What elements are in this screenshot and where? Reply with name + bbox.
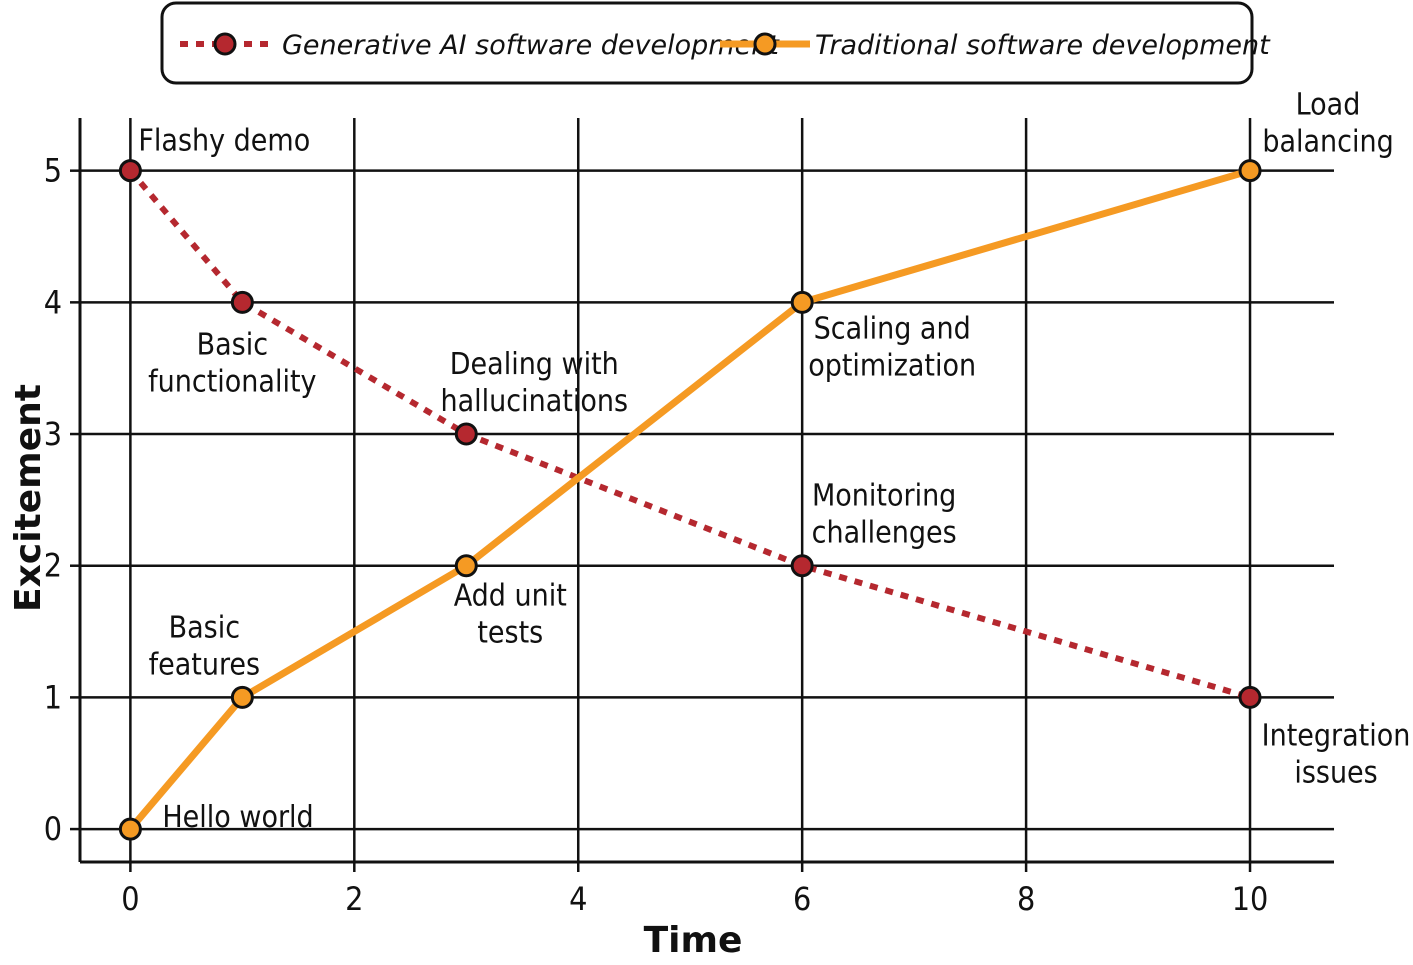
annotation-4-line-1: issues bbox=[1294, 755, 1377, 790]
annotation-3-line-0: Monitoring bbox=[812, 479, 956, 514]
annotation-6: Basic features bbox=[149, 610, 260, 682]
annotation-7: Add unit tests bbox=[454, 579, 567, 651]
grid bbox=[80, 118, 1334, 862]
annotation-8-line-1: optimization bbox=[808, 348, 976, 383]
annotation-7-line-1: tests bbox=[477, 616, 543, 651]
annotation-9-line-1: balancing bbox=[1262, 125, 1393, 160]
x-tick-label-4: 4 bbox=[569, 880, 587, 918]
annotation-9-line-0: Load bbox=[1296, 88, 1361, 123]
annotation-5: Hello world bbox=[162, 800, 313, 835]
annotation-8: Scaling and optimization bbox=[808, 311, 976, 383]
series bbox=[126, 167, 1254, 833]
point-1-1 bbox=[230, 685, 254, 709]
annotation-2-line-1: hallucinations bbox=[441, 384, 629, 419]
point-0-1 bbox=[230, 290, 254, 314]
data-points bbox=[118, 159, 1262, 841]
tick-labels: 0 2 4 6 8 10 0 1 2 3 4 5 bbox=[44, 152, 1269, 918]
point-1-3 bbox=[790, 290, 814, 314]
axes bbox=[70, 118, 1334, 872]
y-tick-label-5: 5 bbox=[44, 152, 62, 190]
annotation-3-line-1: challenges bbox=[812, 516, 957, 551]
annotation-5-line-0: Hello world bbox=[162, 800, 313, 835]
annotation-0-line-0: Flashy demo bbox=[138, 124, 310, 159]
annotation-2: Dealing with hallucinations bbox=[441, 347, 629, 419]
legend-label-0: Generative AI software development bbox=[282, 30, 780, 61]
x-tick-label-8: 8 bbox=[1017, 880, 1035, 918]
y-tick-label-1: 1 bbox=[44, 678, 62, 716]
annotation-6-line-0: Basic bbox=[169, 610, 240, 645]
annotation-1-line-0: Basic bbox=[197, 327, 268, 362]
annotation-9: Load balancing bbox=[1262, 88, 1393, 160]
annotation-2-line-0: Dealing with bbox=[450, 347, 619, 382]
y-tick-label-0: 0 bbox=[44, 810, 62, 848]
y-tick-label-3: 3 bbox=[44, 415, 62, 453]
point-0-3 bbox=[790, 554, 814, 578]
legend-swatch-marker-0 bbox=[213, 32, 237, 56]
point-1-0 bbox=[118, 817, 142, 841]
legend-box bbox=[160, 1, 1254, 85]
point-1-2 bbox=[454, 554, 478, 578]
point-0-2 bbox=[454, 422, 478, 446]
annotation-4-line-0: Integration bbox=[1262, 718, 1411, 753]
y-tick-label-4: 4 bbox=[44, 283, 62, 321]
annotation-1-line-1: functionality bbox=[148, 364, 316, 399]
legend: Generative AI software development Tradit… bbox=[180, 30, 1271, 61]
point-0-0 bbox=[118, 159, 142, 183]
legend-label-1: Traditional software development bbox=[815, 30, 1271, 61]
x-tick-label-6: 6 bbox=[793, 880, 811, 918]
y-tick-label-2: 2 bbox=[44, 547, 62, 585]
annotation-4: Integration issues bbox=[1262, 718, 1411, 790]
x-tick-label-2: 2 bbox=[345, 880, 363, 918]
annotation-3: Monitoring challenges bbox=[812, 479, 957, 551]
annotation-7-line-0: Add unit bbox=[454, 579, 567, 614]
point-1-4 bbox=[1238, 159, 1262, 183]
annotation-6-line-1: features bbox=[149, 647, 260, 682]
annotation-0: Flashy demo bbox=[138, 124, 310, 159]
point-0-4 bbox=[1238, 685, 1262, 709]
annotation-8-line-0: Scaling and bbox=[814, 311, 971, 346]
x-tick-label-10: 10 bbox=[1232, 880, 1269, 918]
y-axis-title: Excitement bbox=[8, 384, 49, 612]
legend-swatch-marker-1 bbox=[753, 32, 777, 56]
series-line-1 bbox=[126, 167, 1254, 833]
x-axis-title: Time bbox=[644, 920, 743, 961]
x-tick-label-0: 0 bbox=[121, 880, 139, 918]
annotation-1: Basic functionality bbox=[148, 327, 316, 399]
